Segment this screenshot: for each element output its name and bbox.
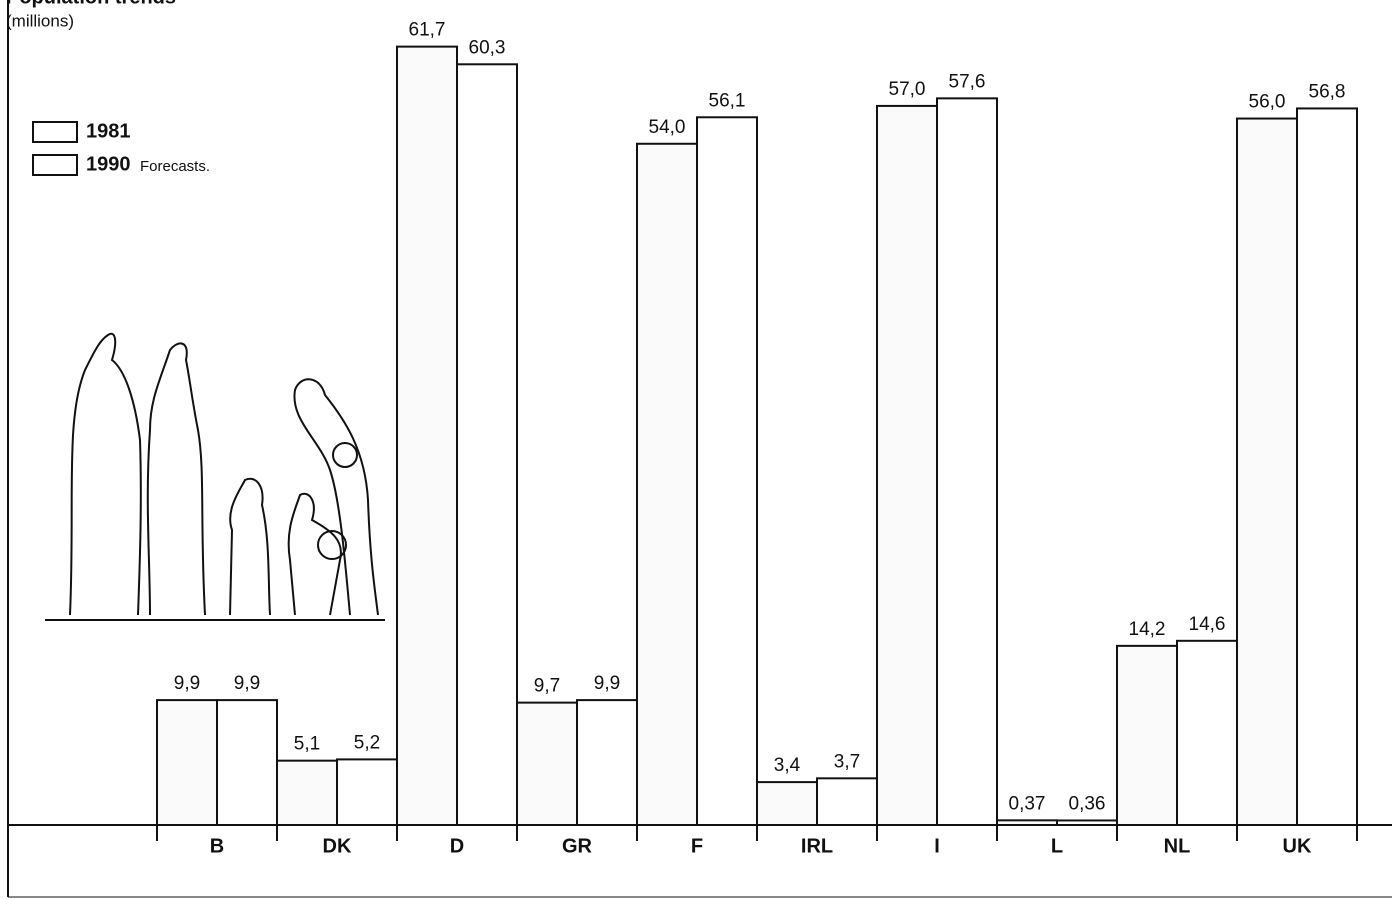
value-label: 14,2 <box>1129 619 1166 640</box>
value-label: 0,36 <box>1069 793 1106 814</box>
bar <box>697 117 757 825</box>
value-label: 56,0 <box>1249 92 1286 113</box>
bar <box>937 98 997 825</box>
value-label: 57,6 <box>949 71 986 92</box>
chart-title: Population trends <box>6 0 176 8</box>
value-label: 56,1 <box>709 90 746 111</box>
bar <box>517 703 577 825</box>
x-tick-label: GR <box>562 835 593 857</box>
value-label: 5,1 <box>294 734 320 755</box>
x-tick-label: L <box>1051 835 1063 857</box>
legend: 1981 1990 Forecasts. <box>33 120 210 175</box>
value-label: 9,9 <box>174 673 200 694</box>
value-label: 0,37 <box>1009 793 1046 814</box>
value-label: 60,3 <box>469 37 506 58</box>
bar <box>157 700 217 825</box>
bar <box>817 778 877 825</box>
bar <box>1237 119 1297 825</box>
x-tick-label: I <box>934 835 940 857</box>
bar <box>337 759 397 825</box>
value-label: 61,7 <box>409 20 446 41</box>
value-label: 57,0 <box>889 79 926 100</box>
bar <box>997 820 1057 825</box>
value-label: 9,9 <box>234 673 260 694</box>
value-label: 56,8 <box>1309 81 1346 102</box>
x-tick-label: DK <box>323 835 352 857</box>
x-tick-label: F <box>691 835 703 857</box>
bar <box>1297 108 1357 825</box>
value-label: 3,7 <box>834 751 860 772</box>
value-label: 14,6 <box>1189 614 1226 635</box>
bar <box>877 106 937 825</box>
value-label: 9,7 <box>534 676 560 697</box>
value-label: 54,0 <box>649 117 686 138</box>
bar <box>217 700 277 825</box>
bar <box>757 782 817 825</box>
chart-subtitle: (millions) <box>6 11 74 30</box>
x-tick-label: IRL <box>801 835 833 857</box>
value-label: 5,2 <box>354 732 380 753</box>
chart: Population trends (millions) 1981 1990 F… <box>0 0 1392 899</box>
bar <box>637 144 697 825</box>
x-tick-label: B <box>210 835 224 857</box>
x-tick-label: NL <box>1164 835 1191 857</box>
bar <box>457 64 517 825</box>
bar <box>1117 646 1177 825</box>
value-label: 9,9 <box>594 673 620 694</box>
bar <box>577 700 637 825</box>
legend-label: 1990 <box>86 153 131 175</box>
bar <box>397 47 457 825</box>
bar <box>1177 641 1237 825</box>
legend-label: 1981 <box>86 120 131 142</box>
legend-note: Forecasts. <box>140 158 210 175</box>
x-tick-label: D <box>450 835 464 857</box>
bar <box>1057 820 1117 825</box>
x-tick-label: UK <box>1283 835 1312 857</box>
bar <box>277 761 337 825</box>
value-label: 3,4 <box>774 755 801 776</box>
legend-swatch <box>33 122 77 142</box>
family-illustration <box>45 334 385 620</box>
legend-swatch <box>33 155 77 175</box>
